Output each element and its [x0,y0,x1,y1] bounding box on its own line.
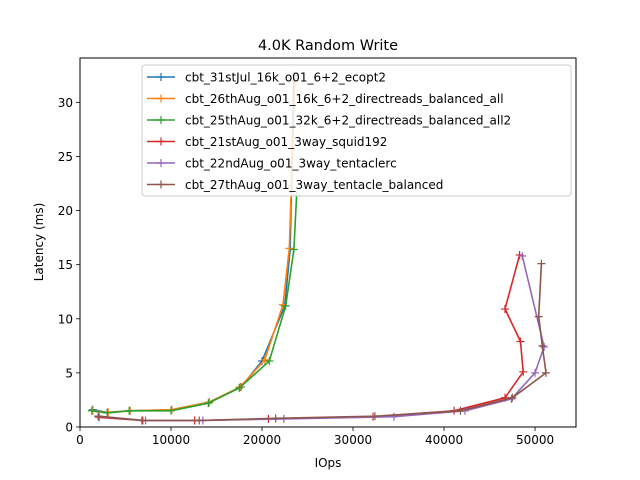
legend-swatch-marker [157,116,165,124]
data-point [235,384,244,393]
y-tick-label: 10 [58,312,73,326]
y-tick-label: 20 [58,204,73,218]
x-tick-label: 10000 [152,433,190,447]
data-point [538,341,547,350]
data-point [516,337,525,346]
legend-item: cbt_25thAug_o01_32k_6+2_directreads_bala… [147,114,511,128]
legend-frame [141,64,572,197]
data-point [204,399,213,408]
x-axis-label: IOps [315,456,342,470]
x-tick-label: 0 [76,433,84,447]
data-point [289,245,298,254]
data-point [540,342,549,351]
data-point [537,259,546,268]
y-axis: 0 5 10 15 20 25 30 [58,96,80,435]
legend-swatch-marker [157,94,165,103]
legend-swatch-marker [157,180,165,189]
data-point [370,412,379,421]
legend-label: cbt_26thAug_o01_16k_6+2_directreads_bala… [185,92,504,106]
y-axis-label: Latency (ms) [32,203,46,282]
data-point [167,406,176,415]
data-point [87,406,96,415]
legend-items: cbt_31stJul_16k_o01_6+2_ecopt2 cbt_26thAu… [147,71,511,192]
legend-label: cbt_22ndAug_o01_3way_tentaclerc [185,157,397,171]
data-point [260,355,269,364]
data-point [125,406,134,415]
x-tick-label: 50000 [516,433,554,447]
legend-item: cbt_21stAug_o01_3way_squid192 [147,135,387,149]
legend-label: cbt_21stAug_o01_3way_squid192 [185,135,387,149]
legend-item: cbt_27thAug_o01_3way_tentacle_balanced [147,178,443,192]
data-point [137,416,146,425]
data-point [103,408,112,417]
data-point [94,412,103,421]
legend-swatch-marker [157,159,165,167]
data-point [265,356,274,365]
legend-swatch-marker [157,73,165,81]
legend-item: cbt_22ndAug_o01_3way_tentaclerc [147,157,397,171]
plot-frame [79,57,577,428]
data-point [195,416,204,425]
data-point [501,305,510,314]
y-tick-label: 5 [65,366,73,380]
data-point [508,393,517,402]
data-point [541,368,550,377]
x-axis: 0 10000 20000 30000 40000 50000 [76,427,554,447]
data-point [531,368,540,377]
y-tick-label: 15 [58,258,73,272]
y-tick-label: 0 [65,421,73,435]
y-tick-label: 25 [58,150,73,164]
data-point [281,301,290,310]
y-tick-label: 30 [58,96,73,110]
x-tick-label: 30000 [334,433,372,447]
legend-label: cbt_25thAug_o01_32k_6+2_directreads_bala… [185,114,511,128]
legend: cbt_31stJul_16k_o01_6+2_ecopt2 cbt_26thAu… [141,64,572,197]
x-tick-label: 40000 [425,433,463,447]
data-point [456,406,465,415]
data-point [389,412,398,421]
legend-item: cbt_31stJul_16k_o01_6+2_ecopt2 [147,71,386,85]
legend-item: cbt_26thAug_o01_16k_6+2_directreads_bala… [147,92,504,106]
data-point [271,414,280,423]
series-6 [94,259,550,425]
legend-swatch-marker [157,137,165,146]
x-tick-label: 20000 [243,433,281,447]
series-line [91,195,298,414]
data-point [519,367,528,376]
chart-title: 4.0K Random Write [258,38,398,54]
legend-label: cbt_27thAug_o01_3way_tentacle_balanced [185,178,443,192]
data-point [518,252,527,261]
legend-label: cbt_31stJul_16k_o01_6+2_ecopt2 [185,71,386,85]
data-point [285,244,294,253]
data-point [534,312,543,321]
